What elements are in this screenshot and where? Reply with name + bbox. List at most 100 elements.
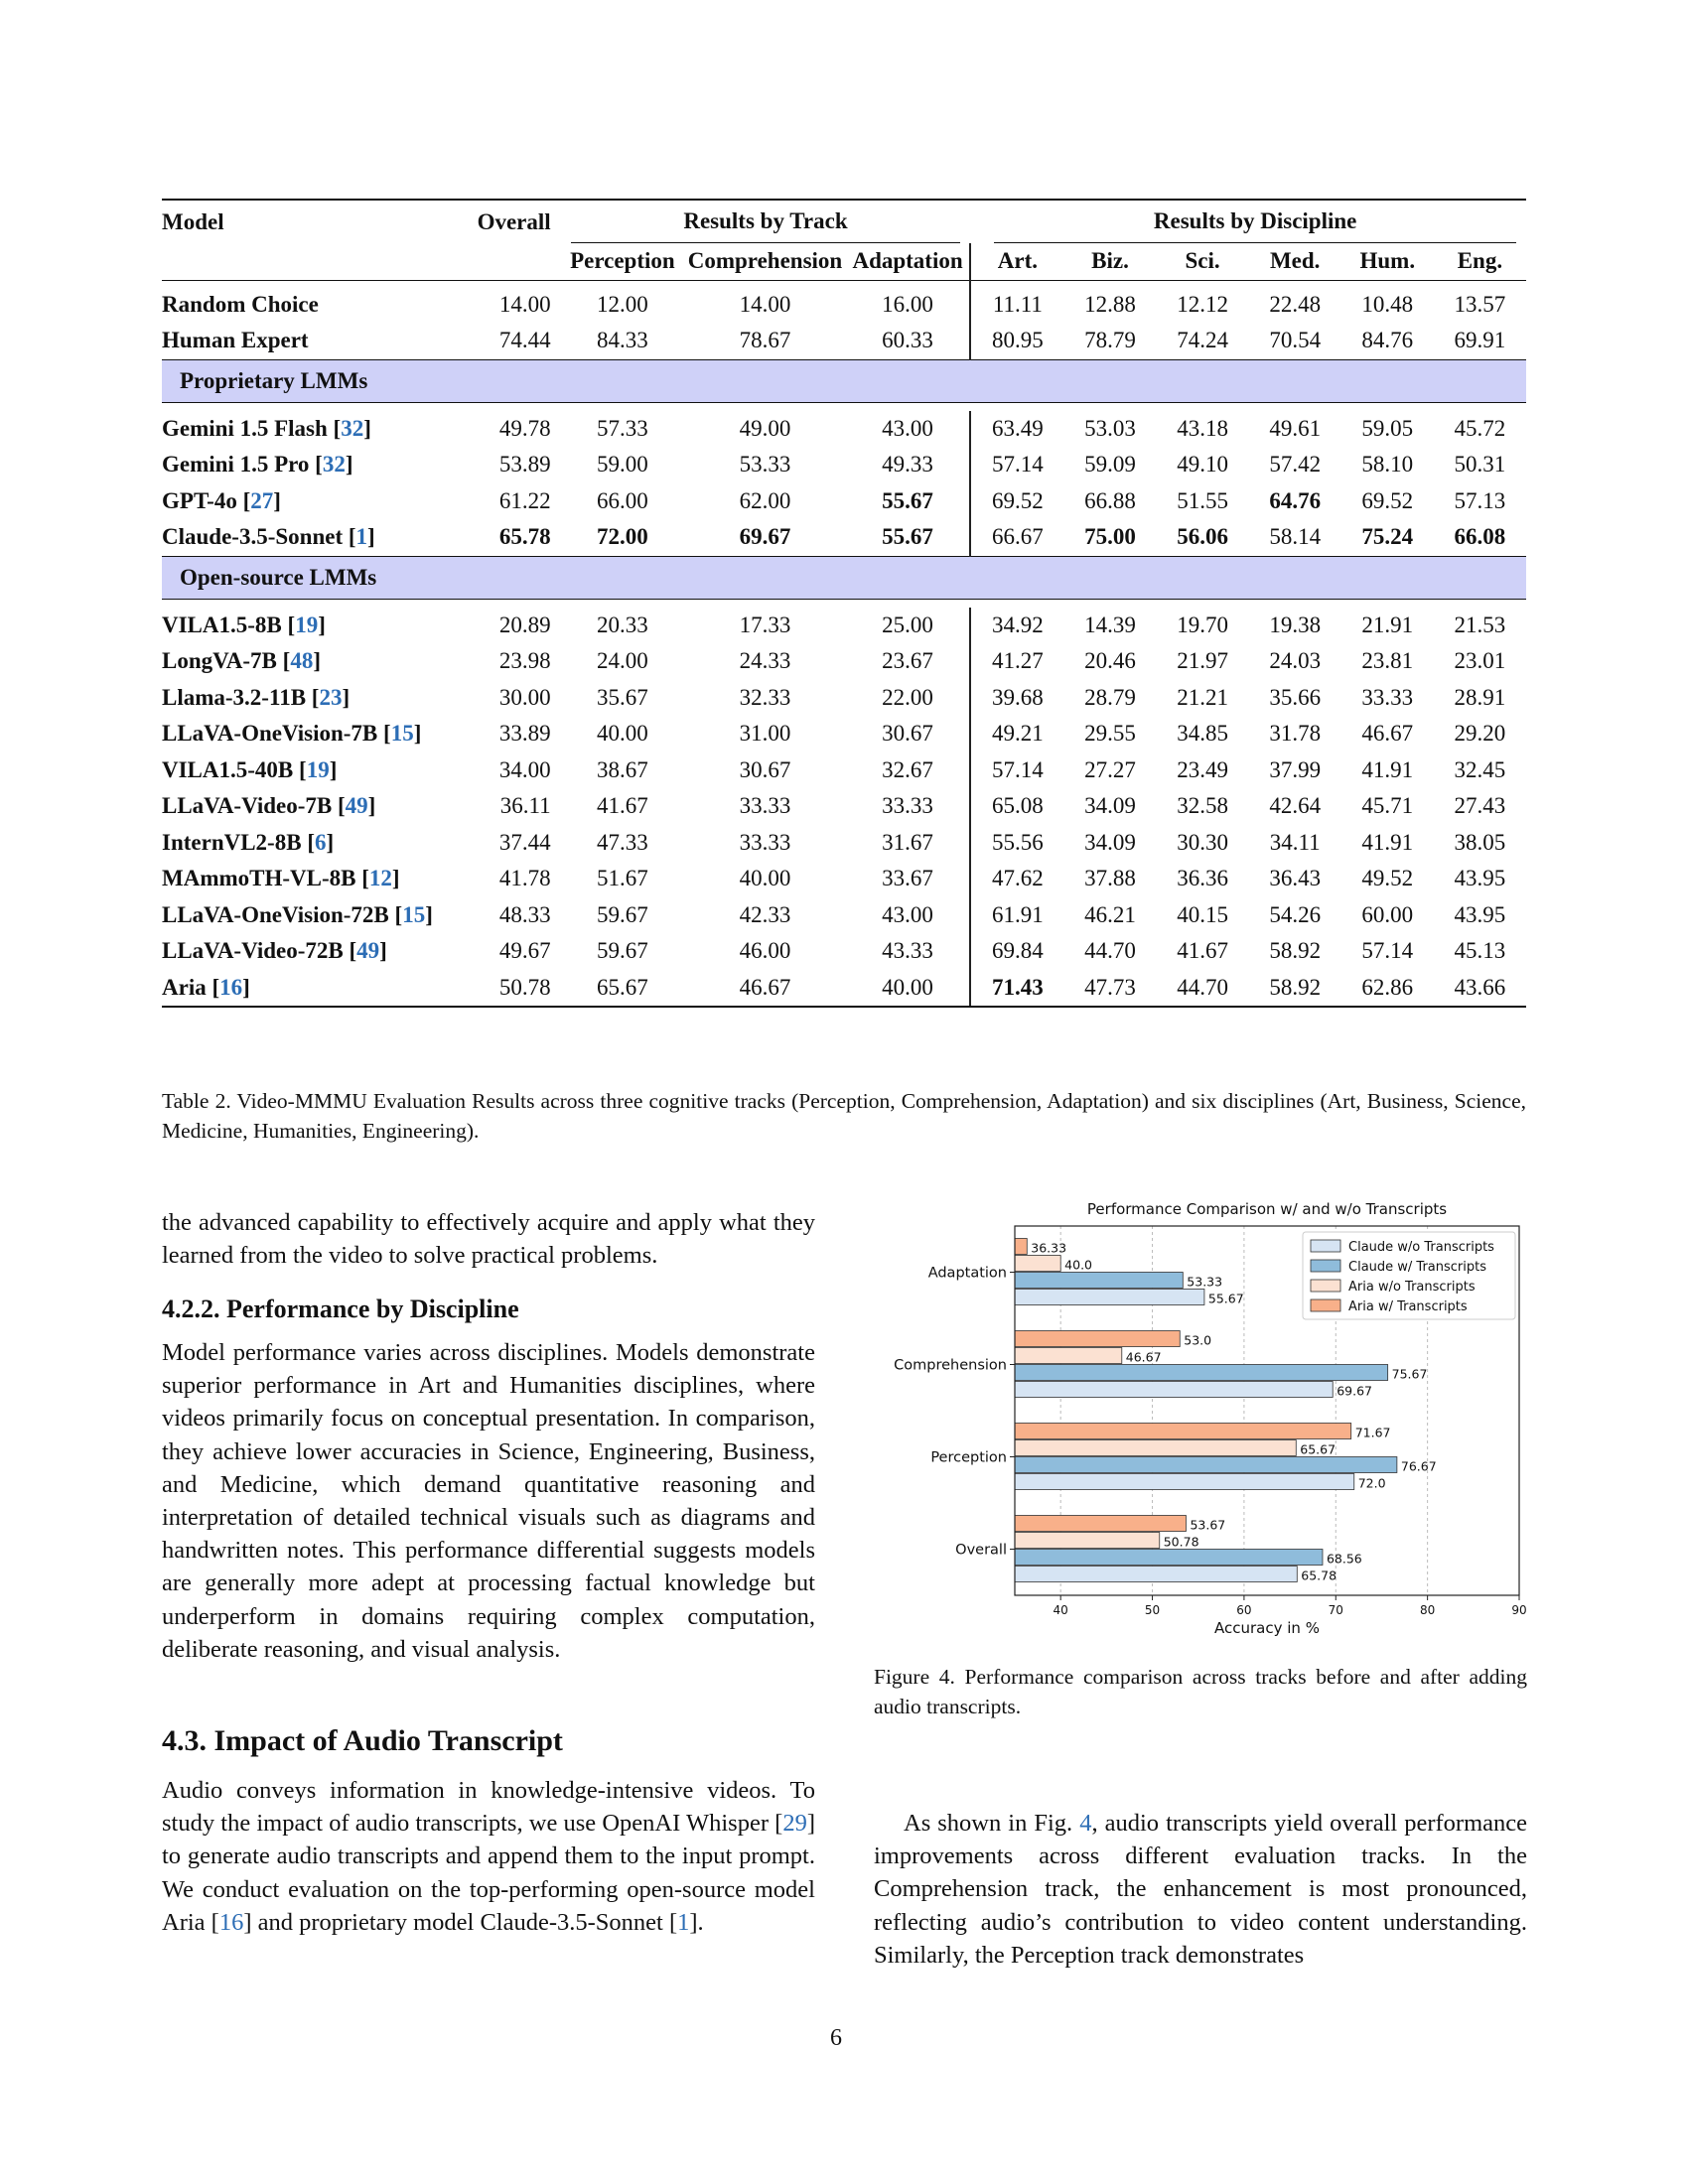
citation-link[interactable]: 15 (390, 721, 414, 747)
table-row: VILA1.5-8B [19] 20.89 20.33 17.33 25.00 34.92… (162, 607, 1526, 643)
table-cell: 69.67 (739, 524, 791, 550)
section-heading-4-2-2: 4.2.2. Performance by Discipline (162, 1295, 519, 1323)
table-cell: 45.72 (1454, 415, 1506, 441)
paragraph-text: As shown in Fig. (904, 1810, 1080, 1837)
bar-value-label: 75.67 (1392, 1367, 1428, 1382)
bar-value-label: 36.33 (1031, 1241, 1066, 1256)
table-cell: 43.33 (882, 938, 933, 964)
table-cell: 43.95 (1454, 901, 1506, 927)
model-name: Aria [16] (162, 969, 464, 1008)
table-cell: 66.67 (969, 519, 1064, 556)
table-cell: 19.70 (1177, 612, 1228, 637)
table-cell: 27.43 (1454, 793, 1506, 819)
table-cell: 24.33 (739, 648, 791, 674)
table-cell: 21.21 (1177, 684, 1228, 710)
table-row: Random Choice 14.00 12.00 14.00 16.00 11.11 12… (162, 279, 1526, 323)
figure-reference-link[interactable]: 4 (1079, 1810, 1092, 1837)
model-name: VILA1.5-40B [19] (162, 756, 338, 782)
citation-link[interactable]: 12 (368, 866, 392, 891)
table-cell: 37.99 (1269, 756, 1322, 782)
citation-link[interactable]: 15 (402, 901, 426, 927)
table-cell: 28.91 (1454, 684, 1506, 710)
table-cell: 53.33 (739, 452, 791, 478)
citation-link[interactable]: 32 (322, 452, 346, 478)
table-cell: 41.67 (1177, 938, 1228, 964)
table-cell: 57.14 (1361, 938, 1414, 964)
citation-link[interactable]: 16 (219, 974, 243, 1000)
model-name-text: VILA1.5-8B (162, 612, 282, 637)
citation-link[interactable]: 48 (290, 648, 314, 674)
bar-chart-svg: Performance Comparison w/ and w/o Transc… (894, 1200, 1526, 1637)
model-name-text: LongVA-7B (162, 648, 277, 674)
citation-link[interactable]: 19 (295, 612, 319, 637)
citation-link[interactable]: 1 (677, 1908, 690, 1936)
table-cell: 51.67 (597, 866, 648, 891)
citation-link[interactable]: 23 (319, 684, 343, 710)
citation-link[interactable]: 27 (250, 487, 274, 513)
table-cell: 61.22 (498, 487, 551, 513)
table-cell: 57.33 (597, 415, 648, 441)
table-cell: 69.52 (1361, 487, 1414, 513)
bar (1014, 1381, 1334, 1398)
table-cell: 28.79 (1084, 684, 1136, 710)
table-cell: 32.45 (1454, 756, 1506, 782)
column-group-header-discipline: Results by Discipline (970, 199, 1526, 243)
bar (1014, 1364, 1389, 1381)
table-cell: 14.00 (463, 279, 561, 323)
model-name: LLaVA-OneVision-72B [15] (162, 901, 433, 927)
legend-swatch (1310, 1239, 1341, 1253)
table-row: Llama-3.2-11B [23] 30.00 35.67 32.33 22.00 39… (162, 679, 1526, 716)
table-header-row: Model Overall Results by Track Results by D… (162, 199, 1526, 243)
table-cell: 35.67 (597, 684, 648, 710)
table-cell: 40.00 (739, 866, 791, 891)
citation-link[interactable]: 1 (355, 524, 368, 550)
table-cell: 47.62 (969, 861, 1064, 897)
table-cell: 57.42 (1269, 452, 1322, 478)
table-cell: 46.00 (739, 938, 791, 964)
table-cell: 66.00 (597, 487, 648, 513)
citation-link[interactable]: 49 (356, 938, 380, 964)
bar-value-label: 53.67 (1190, 1518, 1225, 1533)
table-cell: 20.89 (498, 612, 551, 637)
bar (1014, 1330, 1181, 1347)
table-cell: 48.33 (498, 901, 551, 927)
citation-link[interactable]: 19 (306, 756, 330, 782)
citation-link[interactable]: 29 (782, 1810, 807, 1838)
bar (1014, 1423, 1352, 1439)
model-name-text: MAmmoTH-VL-8B (162, 866, 356, 891)
model-name: Claude-3.5-Sonnet [1] (162, 524, 375, 550)
citation-link[interactable]: 49 (345, 793, 368, 819)
model-name-text: InternVL2-8B (162, 829, 302, 855)
table-cell: 42.33 (739, 901, 791, 927)
table-cell: 34.09 (1084, 829, 1136, 855)
table-cell: 16.00 (845, 279, 971, 323)
paragraph-text: ] to generate audio transcripts and appe… (162, 1810, 815, 1936)
table-cell: 11.11 (969, 279, 1064, 323)
citation-link[interactable]: 32 (341, 415, 364, 441)
table-cell: 38.67 (597, 756, 648, 782)
table-cell: 31.00 (739, 721, 791, 747)
table-cell: 31.78 (1269, 721, 1322, 747)
table-cell: 32.33 (739, 684, 791, 710)
bar (1014, 1549, 1324, 1566)
citation-link[interactable]: 6 (314, 829, 327, 855)
table-cell: 49.67 (498, 938, 551, 964)
bar-value-label: 65.67 (1300, 1442, 1336, 1457)
table-cell: 20.46 (1084, 648, 1136, 674)
citation-link[interactable]: 16 (218, 1908, 244, 1936)
table-cell: 47.33 (597, 829, 648, 855)
table-cell: 49.21 (969, 716, 1064, 752)
paragraph-continued: the advanced capability to effectively a… (162, 1209, 815, 1270)
table-cell: 71.43 (969, 969, 1064, 1008)
table-cell: 44.70 (1156, 969, 1249, 1008)
bar (1014, 1439, 1297, 1456)
section-label: Proprietary LMMs (162, 358, 1526, 402)
model-name-text: VILA1.5-40B (162, 756, 294, 782)
table-cell: 55.67 (882, 524, 933, 550)
column-header-discipline: Hum. (1359, 248, 1416, 274)
table-cell: 34.00 (498, 756, 551, 782)
table-row: Gemini 1.5 Pro [32] 53.89 59.00 53.33 49.33 5… (162, 447, 1526, 483)
bar-value-label: 40.0 (1064, 1258, 1092, 1273)
page-number: 6 (830, 2025, 842, 2051)
legend-swatch (1310, 1259, 1341, 1273)
